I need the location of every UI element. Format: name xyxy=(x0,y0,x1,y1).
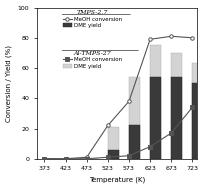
Y-axis label: Conversion / Yield (%): Conversion / Yield (%) xyxy=(6,45,12,122)
Bar xyxy=(108,150,119,159)
Bar xyxy=(129,77,140,159)
Bar xyxy=(171,53,182,159)
Bar xyxy=(150,45,161,159)
Bar xyxy=(192,83,203,159)
Bar xyxy=(192,64,203,159)
Bar xyxy=(150,77,161,159)
Bar xyxy=(108,127,119,159)
Bar xyxy=(129,125,140,159)
X-axis label: Temperature (K): Temperature (K) xyxy=(89,177,145,184)
Bar xyxy=(171,77,182,159)
